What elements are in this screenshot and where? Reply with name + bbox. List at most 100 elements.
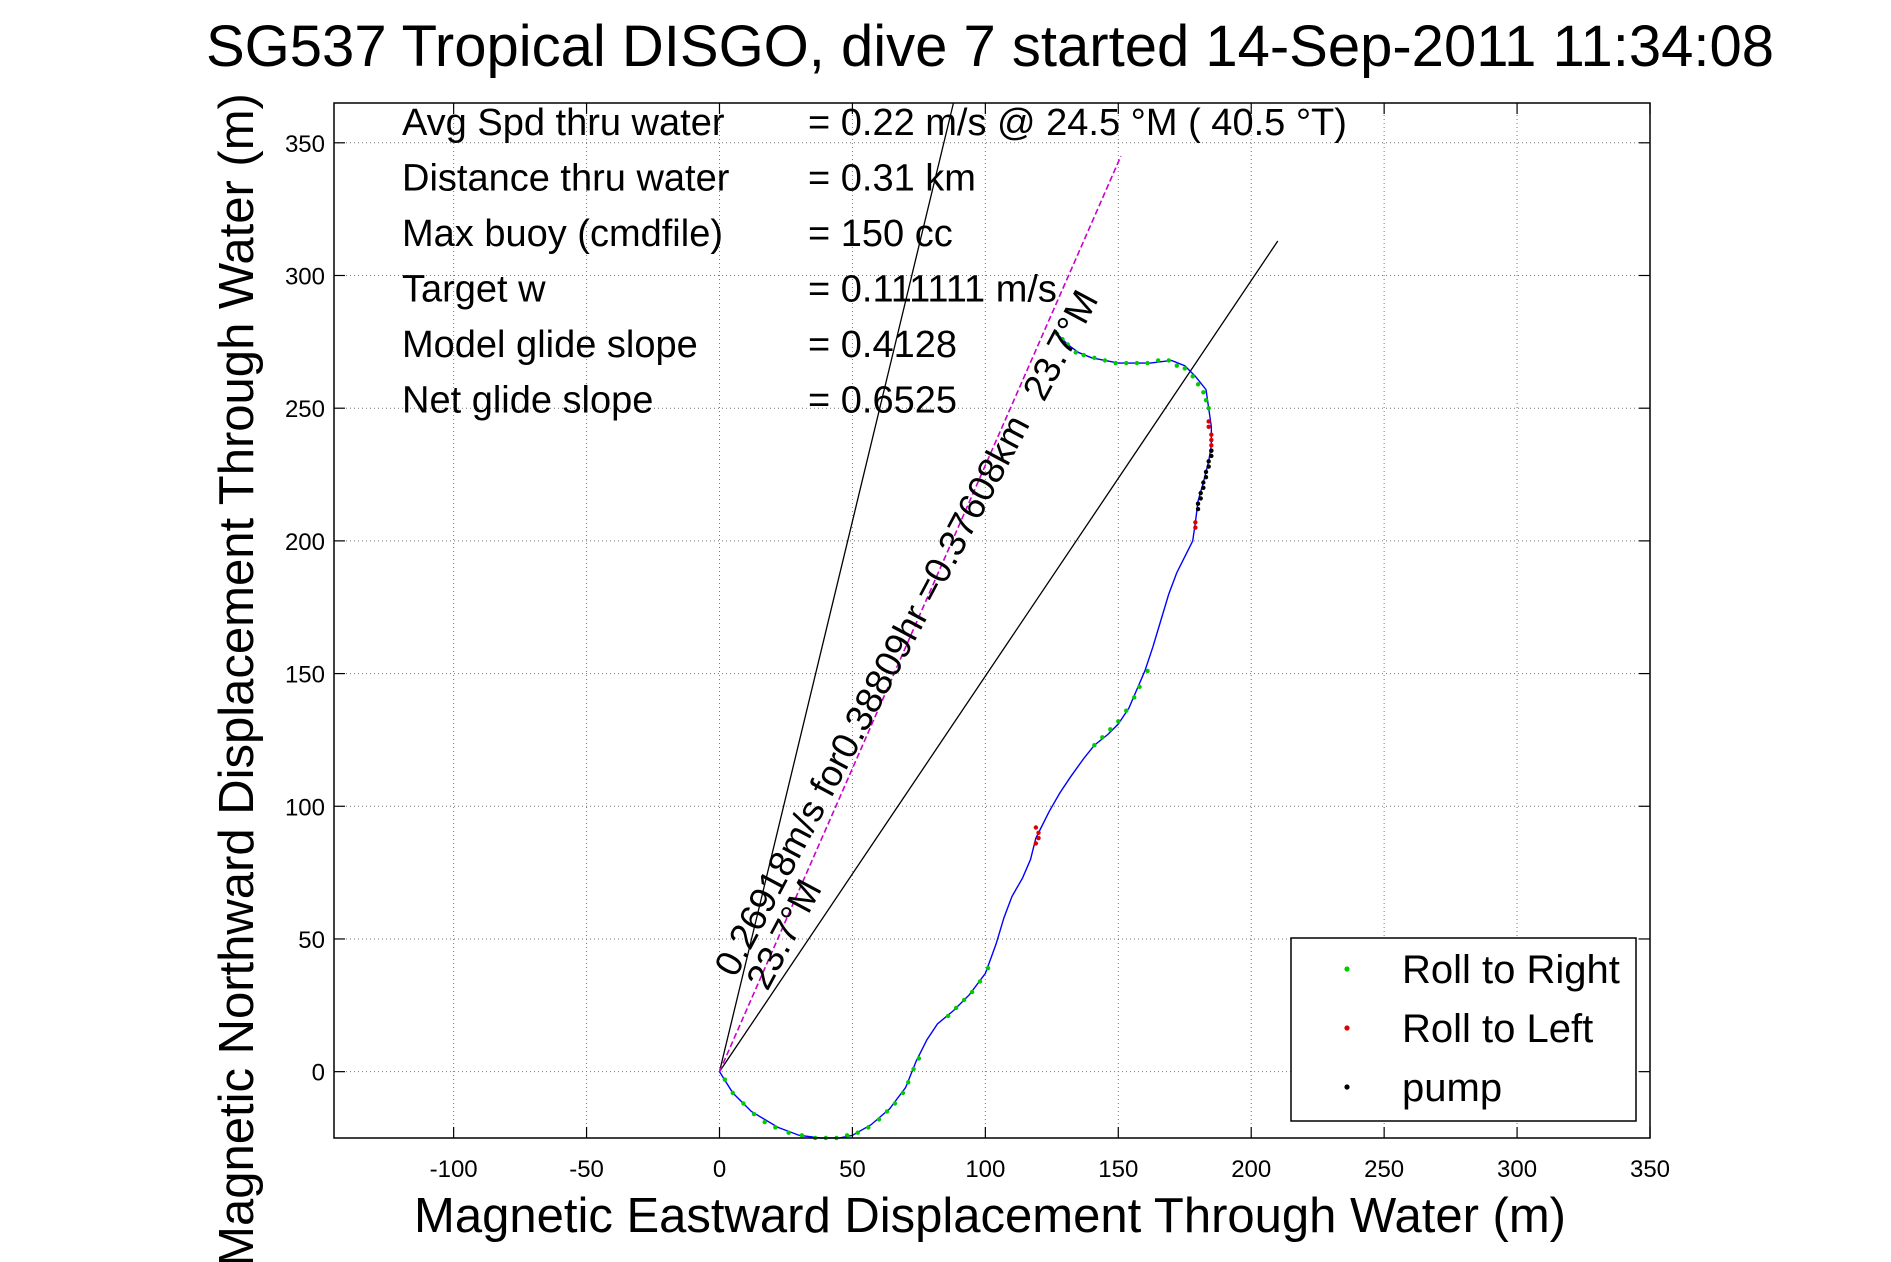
marker-0	[906, 1080, 911, 1085]
marker-0	[1145, 360, 1150, 366]
marker-0	[1113, 360, 1118, 366]
marker-0	[751, 1111, 757, 1117]
x-tick-label: 50	[839, 1156, 866, 1183]
marker-0	[1124, 360, 1129, 366]
marker-2	[1195, 506, 1201, 512]
marker-0	[1060, 336, 1065, 342]
stat-value: = 0.6525	[808, 380, 957, 422]
marker-2	[1206, 459, 1211, 464]
marker-0	[977, 979, 983, 984]
x-tick-label: -100	[430, 1156, 478, 1183]
marker-0	[1124, 708, 1129, 713]
stat-value: = 0.22 m/s @ 24.5 °M ( 40.5 °T)	[808, 102, 1347, 144]
marker-2	[1209, 448, 1214, 453]
marker-0	[1201, 390, 1206, 395]
marker-0	[1092, 355, 1097, 360]
marker-0	[1182, 366, 1187, 371]
marker-0	[741, 1101, 746, 1106]
y-tick-label: 200	[285, 529, 325, 556]
stats-block: Avg Spd thru water = 0.22 m/s @ 24.5 °M (…	[402, 102, 1347, 422]
marker-2	[1203, 474, 1209, 480]
marker-0	[762, 1119, 767, 1125]
stat-label: Max buoy (cmdfile)	[402, 213, 723, 255]
stat-label: Net glide slope	[402, 380, 653, 422]
marker-0	[1065, 342, 1070, 347]
marker-2	[1198, 490, 1203, 496]
marker-1	[1036, 835, 1041, 841]
legend-label: Roll to Left	[1402, 1007, 1593, 1051]
marker-1	[1209, 432, 1214, 437]
x-tick-label: 250	[1364, 1156, 1404, 1183]
y-axis-label: Magnetic Northward Displacement Through …	[210, 93, 264, 1262]
marker-0	[1190, 374, 1195, 379]
legend-marker	[1344, 1025, 1350, 1031]
marker-0	[945, 1013, 951, 1019]
series-2-markers	[1195, 448, 1214, 512]
y-tick-label: 100	[285, 794, 325, 821]
y-tick-label: 300	[285, 264, 325, 291]
marker-0	[1108, 727, 1113, 732]
marker-0	[1166, 358, 1171, 363]
marker-2	[1209, 453, 1214, 459]
x-tick-label: 0	[713, 1156, 726, 1183]
marker-layer	[722, 331, 1214, 1141]
y-axis-ticks: 0 50 100 150 200 250 300 350	[285, 131, 1650, 1087]
marker-0	[1174, 363, 1179, 368]
marker-2	[1206, 464, 1211, 469]
marker-1	[1209, 443, 1214, 448]
x-axis-ticks: -100 -50 0 50 100 150 200 250 300 350	[430, 103, 1670, 1183]
x-axis-label: Magnetic Eastward Displacement Through W…	[414, 1189, 1566, 1243]
reference-line-heading	[718, 155, 1122, 1072]
stat-value: = 150 cc	[808, 213, 953, 255]
axes-frame	[333, 102, 1651, 1139]
marker-0	[1206, 405, 1211, 411]
marker-2	[1201, 480, 1206, 485]
marker-0	[855, 1130, 860, 1135]
marker-0	[969, 989, 975, 995]
stat-value: = 0.111111 m/s	[808, 269, 1057, 311]
marker-0	[730, 1090, 735, 1096]
reference-line-b	[718, 240, 1279, 1073]
stat-label: Target w	[402, 269, 546, 311]
marker-0	[844, 1133, 850, 1138]
marker-0	[961, 997, 967, 1003]
marker-0	[1102, 358, 1108, 363]
marker-0	[1116, 719, 1121, 724]
marker-1	[1206, 419, 1211, 424]
marker-0	[773, 1125, 778, 1130]
marker-0	[1073, 350, 1078, 355]
marker-1	[1033, 825, 1039, 830]
y-tick-label: 350	[285, 131, 325, 158]
marker-0	[1145, 668, 1150, 674]
marker-0	[1081, 352, 1086, 358]
reference-line-a	[718, 102, 955, 1072]
marker-0	[799, 1133, 805, 1138]
marker-0	[1137, 684, 1142, 690]
x-tick-label: 350	[1630, 1156, 1670, 1183]
series-1-markers	[1033, 419, 1214, 846]
x-tick-label: 150	[1098, 1156, 1138, 1183]
marker-0	[884, 1109, 890, 1114]
marker-0	[1195, 382, 1201, 387]
marker-0	[1155, 358, 1161, 363]
chart-title: SG537 Tropical DISGO, dive 7 started 14-…	[206, 14, 1774, 79]
marker-0	[911, 1066, 916, 1072]
marker-0	[786, 1130, 791, 1135]
stat-value: = 0.4128	[808, 324, 957, 366]
stat-value: = 0.31 km	[808, 158, 976, 200]
x-tick-label: -50	[569, 1156, 604, 1183]
stat-label: Model glide slope	[402, 324, 698, 366]
series-0-markers	[722, 331, 1211, 1141]
y-tick-label: 50	[298, 927, 325, 954]
x-tick-label: 100	[965, 1156, 1005, 1183]
x-tick-label: 200	[1231, 1156, 1271, 1183]
marker-0	[985, 965, 991, 971]
marker-1	[1193, 525, 1198, 530]
marker-1	[1209, 437, 1214, 443]
marker-1	[1036, 830, 1041, 836]
marker-0	[1092, 743, 1097, 748]
marker-0	[866, 1125, 871, 1130]
y-tick-label: 150	[285, 662, 325, 689]
marker-2	[1198, 496, 1203, 501]
